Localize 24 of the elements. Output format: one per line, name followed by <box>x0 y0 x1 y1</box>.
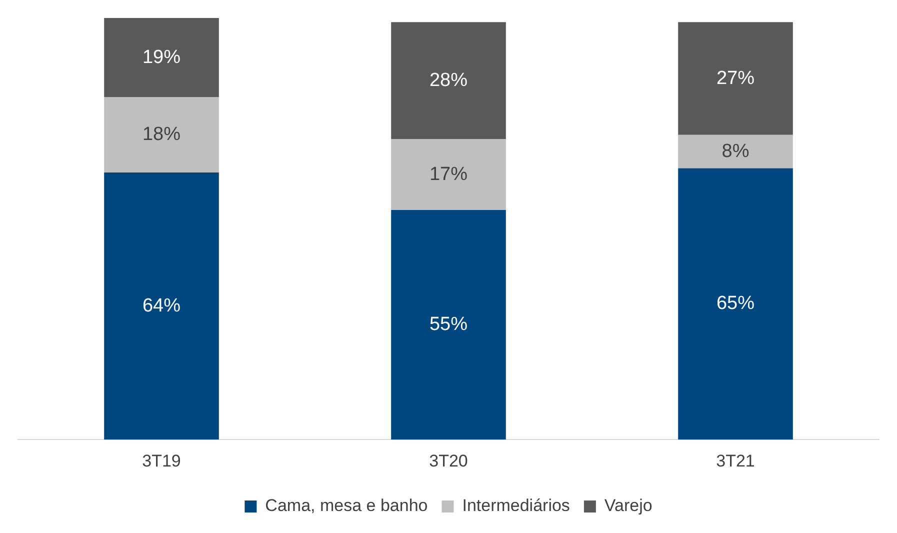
bar <box>391 139 506 210</box>
bar <box>391 210 506 440</box>
data-label: 17% <box>429 164 468 185</box>
x-tick-label: 3T20 <box>429 451 468 470</box>
legend-label: Varejo <box>604 496 652 516</box>
bar <box>104 18 219 98</box>
data-label: 64% <box>142 295 181 316</box>
legend-label: Cama, mesa e banho <box>265 496 428 516</box>
bar <box>678 168 793 440</box>
data-label: 28% <box>429 70 468 91</box>
data-label: 19% <box>142 46 181 68</box>
data-label: 65% <box>716 293 755 314</box>
data-label: 55% <box>429 314 468 336</box>
data-label: 27% <box>716 68 755 89</box>
data-label: 18% <box>142 124 181 146</box>
x-tick-label: 3T21 <box>716 451 755 470</box>
bar <box>678 134 793 168</box>
bar <box>391 22 506 140</box>
x-tick-label: 3T19 <box>142 451 181 470</box>
bar <box>678 22 793 135</box>
bar <box>104 97 219 172</box>
data-label: 8% <box>722 140 750 162</box>
bar <box>104 172 219 440</box>
legend-label: Intermediários <box>462 496 570 516</box>
